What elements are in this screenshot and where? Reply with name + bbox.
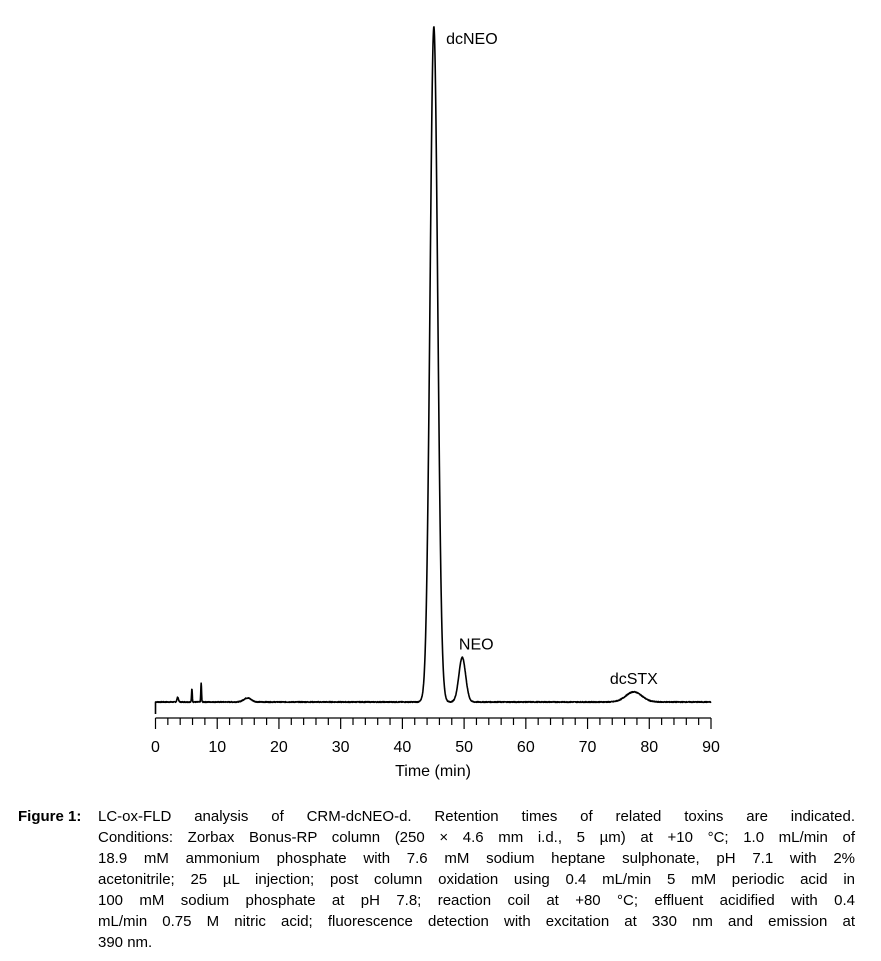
x-tick-label: 80 xyxy=(640,739,658,756)
caption-line: 18.9 mM ammonium phosphate with 7.6 mM s… xyxy=(98,850,855,867)
peak-label: NEO xyxy=(459,636,494,653)
x-tick-label: 30 xyxy=(332,739,350,756)
caption-line: 390 nm. xyxy=(98,934,153,951)
x-tick-label: 50 xyxy=(455,739,473,756)
chromatogram-trace xyxy=(154,26,712,714)
peak-label: dcNEO xyxy=(446,31,498,48)
x-tick-label: 90 xyxy=(702,739,720,756)
chromatogram-chart: 0 10 20 30 40 50 60 70 80 90 dcNEO NEO dcSTX Time (… xyxy=(151,26,720,780)
caption-label: Figure 1: xyxy=(18,808,82,825)
caption-line: acetonitrile; 25 µL injection; post colu… xyxy=(98,871,855,888)
x-tick-label: 70 xyxy=(579,739,597,756)
caption-line: Conditions: Zorbax Bonus-RP column (250 … xyxy=(98,829,855,846)
caption-line: 100 mM sodium phosphate at pH 7.8; react… xyxy=(98,892,855,909)
peak-label: dcSTX xyxy=(610,671,658,688)
caption-line: mL/min 0.75 M nitric acid; fluorescence … xyxy=(98,913,855,930)
x-tick-label: 0 xyxy=(151,739,160,756)
caption-line: LC-ox-FLD analysis of CRM-dcNEO-d. Reten… xyxy=(98,808,855,825)
x-tick-label: 10 xyxy=(208,739,226,756)
x-tick-label: 60 xyxy=(517,739,535,756)
x-tick-label: 40 xyxy=(393,739,411,756)
x-axis-label: Time (min) xyxy=(395,763,471,780)
x-axis: 0 10 20 30 40 50 60 70 80 90 xyxy=(151,717,720,756)
caption-body: LC-ox-FLD analysis of CRM-dcNEO-d. Reten… xyxy=(98,806,855,953)
peak-labels: dcNEO NEO dcSTX xyxy=(446,31,658,688)
x-tick-label: 20 xyxy=(270,739,288,756)
